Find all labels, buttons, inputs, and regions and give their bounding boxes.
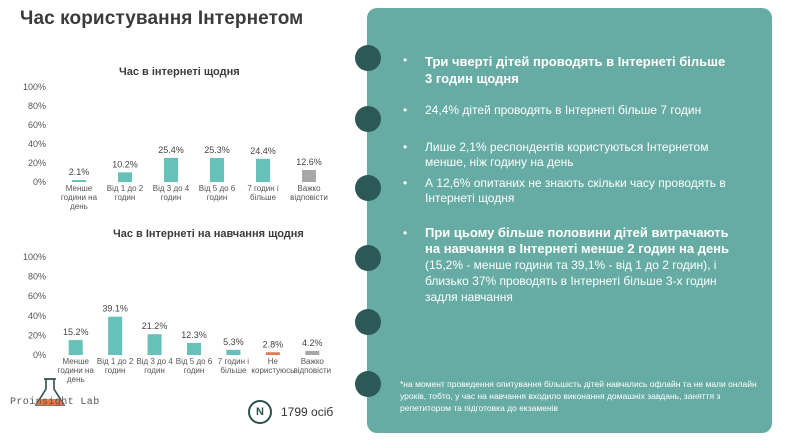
bullet-mark: • [403, 226, 408, 240]
chart-title-study: Час в Інтернеті на навчання щодня [113, 228, 304, 240]
category-label: день [67, 375, 85, 384]
data-label: 39.1% [102, 304, 128, 314]
data-label: 25.4% [158, 145, 184, 155]
data-label: 12.3% [181, 330, 207, 340]
category-label: Менше [66, 184, 93, 193]
category-label: Менше [62, 357, 89, 366]
insight-3-text: Лише 2,1% респондентів користуються Інте… [425, 140, 709, 169]
bar [72, 180, 86, 182]
category-label: день [70, 202, 88, 211]
insight-5-text: (15,2% - менше години та 39,1% - від 1 д… [425, 258, 717, 304]
category-label: Від 3 до 4 [153, 184, 190, 193]
category-label: більше [250, 193, 277, 202]
y-tick-label: 100% [23, 82, 46, 92]
insight-2: • 24,4% дітей проводять в Інтернеті біль… [403, 103, 733, 118]
bar [210, 157, 224, 182]
bar [68, 340, 83, 355]
data-label: 2.8% [263, 339, 284, 349]
category-label: користуюсь [251, 366, 294, 375]
category-label: Важко [301, 357, 325, 366]
y-tick-label: 100% [23, 252, 46, 262]
sample-badge: N [248, 400, 272, 424]
insight-1: • Три чверті дітей проводять в Інтернеті… [403, 53, 733, 87]
category-label: годин [115, 193, 136, 202]
y-tick-label: 80% [28, 101, 46, 111]
data-label: 4.2% [302, 338, 323, 348]
insight-3: • Лише 2,1% респондентів користуються Ін… [403, 140, 733, 170]
y-tick-label: 0% [33, 350, 46, 360]
data-label: 12.6% [296, 157, 322, 167]
y-tick-label: 40% [28, 311, 46, 321]
category-label: Від 5 до 6 [199, 184, 236, 193]
y-tick-label: 80% [28, 272, 46, 282]
bullet-mark: • [403, 53, 408, 67]
bar [187, 342, 201, 355]
category-label: годин [207, 193, 228, 202]
bar [108, 316, 123, 355]
bullet-dot [355, 106, 381, 132]
logo-text: Proinsight Lab [10, 397, 100, 408]
data-label: 21.2% [142, 321, 168, 331]
category-label: годин [105, 366, 126, 375]
bullet-dot [355, 45, 381, 71]
bar [265, 352, 280, 355]
category-label: 7 годин і [218, 357, 249, 366]
y-tick-label: 60% [28, 291, 46, 301]
category-label: Від 1 до 2 [107, 184, 144, 193]
bullet-dot [355, 245, 381, 271]
insights-panel [367, 8, 772, 433]
category-label: відповісти [293, 366, 331, 375]
y-tick-label: 20% [28, 158, 46, 168]
data-label: 5.3% [223, 337, 244, 347]
category-label: Від 5 до 6 [176, 357, 213, 366]
category-label: години на [58, 366, 95, 375]
page-title: Час користування Інтернетом [20, 8, 304, 29]
flask-icon [34, 378, 66, 406]
y-tick-label: 0% [33, 177, 46, 187]
bullet-dot [355, 371, 381, 397]
insight-4: • А 12,6% опитаних не знають скільки час… [403, 176, 733, 206]
chart-title-daily: Час в інтернеті щодня [119, 66, 240, 78]
category-label: Не [268, 357, 279, 366]
bullet-mark: • [403, 140, 408, 154]
data-label: 24.4% [250, 146, 276, 156]
category-label: годин [144, 366, 165, 375]
y-tick-label: 20% [28, 330, 46, 340]
insight-1-text: Три чверті дітей проводять в Інтернеті б… [425, 54, 726, 86]
bar [302, 170, 316, 182]
data-label: 15.2% [63, 327, 89, 337]
bullet-dot [355, 309, 381, 335]
insight-5-bold: При цьому більше половини дітей витрачаю… [425, 225, 730, 256]
bullet-dot [355, 175, 381, 201]
data-label: 10.2% [112, 159, 138, 169]
insight-5: • При цьому більше половини дітей витрач… [403, 225, 733, 305]
insight-4-text: А 12,6% опитаних не знають скільки часу … [425, 176, 726, 205]
bar [256, 158, 270, 182]
category-label: години на [61, 193, 98, 202]
category-label: Важко [297, 184, 321, 193]
bar [164, 157, 178, 182]
sample-count: 1799 осіб [281, 405, 334, 419]
category-label: більше [220, 366, 247, 375]
footnote: *на момент проведення опитування більшіс… [400, 379, 757, 413]
category-label: годин [184, 366, 205, 375]
bar [305, 350, 320, 355]
category-label: відповісти [290, 193, 328, 202]
insight-2-text: 24,4% дітей проводять в Інтернеті більше… [425, 103, 702, 117]
y-tick-label: 60% [28, 120, 46, 130]
data-label: 25.3% [204, 145, 230, 155]
category-label: годин [161, 193, 182, 202]
data-label: 2.1% [69, 167, 90, 177]
bar [147, 334, 162, 355]
category-label: 7 годин і [247, 184, 278, 193]
category-label: Від 1 до 2 [97, 357, 134, 366]
category-label: Від 3 до 4 [136, 357, 173, 366]
y-tick-label: 40% [28, 139, 46, 149]
bar [118, 172, 132, 182]
bullet-mark: • [403, 176, 408, 190]
bullet-mark: • [403, 103, 408, 117]
bar [226, 349, 241, 355]
